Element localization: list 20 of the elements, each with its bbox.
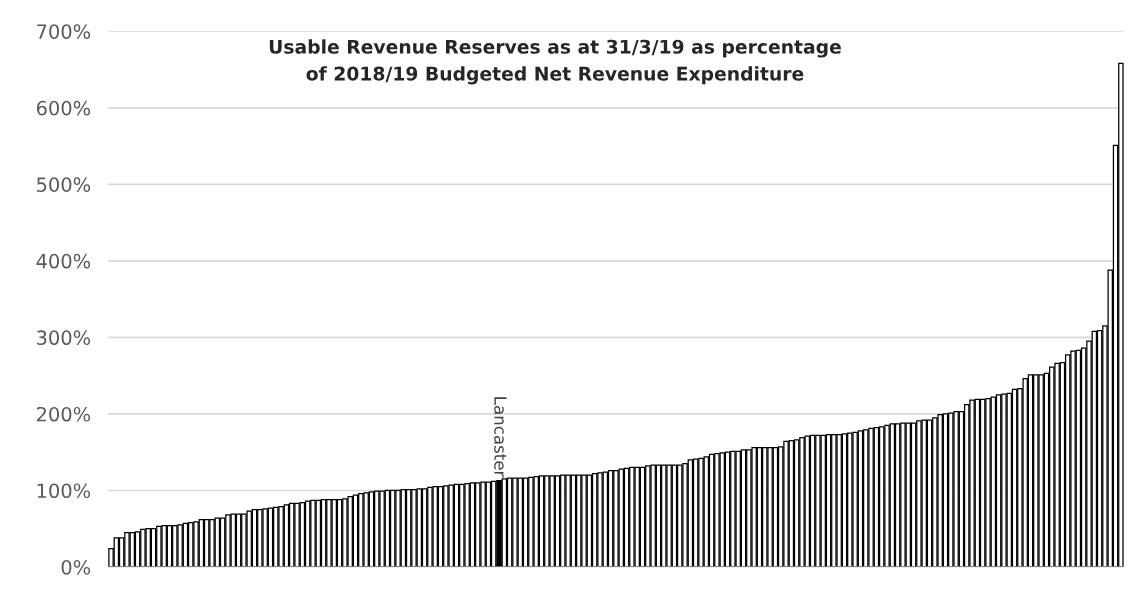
y-tick-label: 500%	[37, 177, 91, 192]
y-tick-label: 200%	[36, 406, 91, 422]
y-tick-label: 400%	[36, 253, 91, 269]
text: Usable Revenue Reserves as at 31/3/19 as percentage of 2018/19 Budgeted Net Revenue Expenditure	[269, 39, 841, 85]
y-tick-label: 300%	[37, 330, 91, 346]
bar	[421, 488, 428, 567]
bar	[219, 517, 226, 567]
bar	[320, 499, 327, 567]
bar	[708, 453, 715, 567]
x-tick-label: Lancaster	[494, 397, 507, 478]
y-tick-label: 100%	[37, 483, 91, 499]
bar	[995, 394, 1002, 567]
bar	[607, 469, 614, 567]
bar	[1096, 329, 1103, 567]
bar	[809, 434, 816, 567]
y-tick-label: 700%	[37, 24, 91, 39]
y-tick-label: 0%	[61, 559, 91, 575]
bar	[894, 423, 901, 567]
bar	[506, 477, 513, 567]
y-tick-label: 600%	[36, 100, 91, 116]
